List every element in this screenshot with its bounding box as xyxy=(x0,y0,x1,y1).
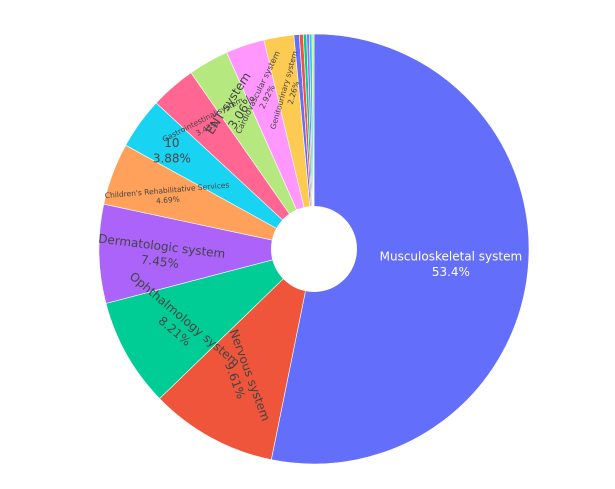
slice-percent-label: 4.69% xyxy=(156,195,181,206)
pie-slice-3 xyxy=(98,203,315,304)
pie-slice-0 xyxy=(270,33,530,465)
slice-label-0: Musculoskeletal system 53.4% xyxy=(380,249,523,279)
slices-layer xyxy=(98,33,530,465)
pie-slice-2 xyxy=(105,248,316,400)
slice-percent-label: 53.4% xyxy=(432,265,470,279)
slice-percent-label: 3.88% xyxy=(153,152,191,166)
pie-slice-1 xyxy=(159,248,315,461)
donut-hole xyxy=(271,206,357,292)
slice-percent-label: 7.45% xyxy=(140,252,180,271)
slice-name-label: 10 xyxy=(164,136,179,150)
slice-name-label: Musculoskeletal system xyxy=(380,249,523,263)
slice-label-5: 10 3.88% xyxy=(153,136,191,166)
pie-slice-15 xyxy=(311,33,315,250)
